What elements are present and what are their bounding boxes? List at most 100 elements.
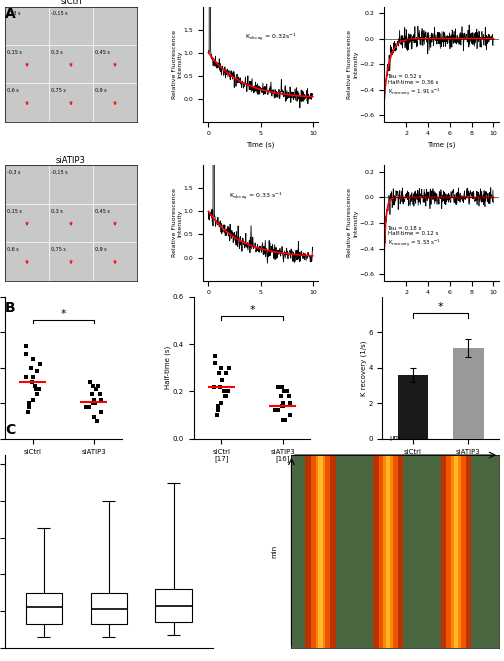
Point <box>279 414 287 425</box>
Point <box>27 362 35 373</box>
Text: Tau = 0.52 s
Half-time = 0.36 s
K$_{\mathregular{recovery}}$ = 1.91 s$^{-1}$: Tau = 0.52 s Half-time = 0.36 s K$_{\mat… <box>388 75 440 98</box>
Point <box>28 377 36 387</box>
Text: 0,9 s: 0,9 s <box>95 247 107 252</box>
Text: 0,45 s: 0,45 s <box>95 50 110 55</box>
Point <box>286 410 294 420</box>
Text: B: B <box>5 301 16 315</box>
Text: μm: μm <box>390 434 401 441</box>
Point <box>222 391 230 401</box>
Point <box>84 401 92 412</box>
Point <box>91 398 99 408</box>
Bar <box>26 593 62 624</box>
Bar <box>373 455 404 648</box>
X-axis label: Time (s): Time (s) <box>246 301 275 307</box>
Text: 0,45 s: 0,45 s <box>95 208 110 214</box>
Text: -0,15 s: -0,15 s <box>51 170 68 175</box>
Point <box>90 412 98 423</box>
Text: C: C <box>5 423 15 437</box>
Point <box>285 391 293 401</box>
Bar <box>398 375 428 439</box>
Point <box>97 395 105 405</box>
Text: 0,3 s: 0,3 s <box>51 50 63 55</box>
Point <box>25 398 33 408</box>
Point <box>224 386 232 397</box>
Point <box>285 398 293 408</box>
Point <box>90 395 98 405</box>
Text: min: min <box>272 545 278 558</box>
Bar <box>441 455 471 648</box>
Point <box>29 354 37 364</box>
Text: 0,75 s: 0,75 s <box>51 88 66 93</box>
Point <box>89 398 97 408</box>
Point <box>24 407 32 418</box>
Point <box>217 398 225 408</box>
Text: 0,3 s: 0,3 s <box>51 208 63 214</box>
Text: 0,15 s: 0,15 s <box>7 208 22 214</box>
Point <box>93 416 101 426</box>
Text: K$_{\mathregular{decay}}$ = 0.33 s$^{-1}$: K$_{\mathregular{decay}}$ = 0.33 s$^{-1}… <box>229 190 283 202</box>
Point <box>214 401 222 411</box>
Text: K$_{\mathregular{decay}}$ = 0.32s$^{-1}$: K$_{\mathregular{decay}}$ = 0.32s$^{-1}$ <box>245 32 297 43</box>
Point <box>281 414 289 425</box>
Y-axis label: Relative Fluorescence
Intensity: Relative Fluorescence Intensity <box>171 30 182 98</box>
Title: siCtrl: siCtrl <box>60 0 82 6</box>
Text: 0,15 s: 0,15 s <box>7 50 22 55</box>
Point <box>220 386 228 397</box>
Text: -0,15 s: -0,15 s <box>51 11 68 17</box>
Point <box>274 405 282 416</box>
Y-axis label: Half-time (s): Half-time (s) <box>165 346 171 389</box>
Point <box>92 384 100 395</box>
Bar <box>386 455 391 648</box>
Bar <box>91 593 127 624</box>
Point <box>222 368 230 378</box>
X-axis label: Time (s): Time (s) <box>427 142 456 149</box>
Point <box>216 381 224 392</box>
Y-axis label: Relative Fluorescence
Intensity: Relative Fluorescence Intensity <box>347 188 358 258</box>
Point <box>82 401 90 412</box>
Point <box>215 368 223 378</box>
Point <box>278 401 286 411</box>
Bar <box>305 455 336 648</box>
Point <box>96 389 104 400</box>
Bar <box>379 455 398 648</box>
Y-axis label: Relative Fluorescence
Intensity: Relative Fluorescence Intensity <box>171 188 182 258</box>
X-axis label: Time (s): Time (s) <box>246 142 275 149</box>
Point <box>273 405 281 416</box>
Text: Tau = 0.18 s
Half-time = 0.12 s
K$_{\mathregular{recovery}}$ = 5.53 s$^{-1}$: Tau = 0.18 s Half-time = 0.12 s K$_{\mat… <box>388 225 440 249</box>
Point <box>31 380 39 391</box>
Bar <box>447 455 466 648</box>
Point <box>225 362 233 373</box>
Bar <box>384 455 393 648</box>
Point <box>274 381 282 392</box>
Point <box>283 386 291 397</box>
Text: A: A <box>5 7 16 20</box>
Point <box>218 374 226 385</box>
Text: -0,3 s: -0,3 s <box>7 170 21 175</box>
Point <box>279 398 287 408</box>
Point <box>29 371 37 382</box>
X-axis label: Time (s): Time (s) <box>427 301 456 307</box>
Point <box>221 391 229 401</box>
Bar <box>316 455 325 648</box>
Point <box>278 381 286 392</box>
Point <box>33 389 41 400</box>
Point <box>277 391 285 401</box>
Point <box>210 381 218 392</box>
Bar <box>451 455 461 648</box>
Text: 0,6 s: 0,6 s <box>7 247 19 252</box>
Text: *: * <box>438 302 444 312</box>
Point <box>88 389 96 400</box>
Point <box>35 384 43 395</box>
Title: siATIP3: siATIP3 <box>56 155 86 165</box>
Point <box>86 377 94 387</box>
Point <box>33 366 41 377</box>
Point <box>211 358 219 368</box>
Point <box>32 384 40 395</box>
Point <box>22 348 30 359</box>
Point <box>211 350 219 361</box>
Point <box>214 405 222 416</box>
Point <box>94 380 102 391</box>
Text: 0,6 s: 0,6 s <box>7 88 19 93</box>
Text: 0,75 s: 0,75 s <box>51 247 66 252</box>
Point <box>279 401 287 411</box>
